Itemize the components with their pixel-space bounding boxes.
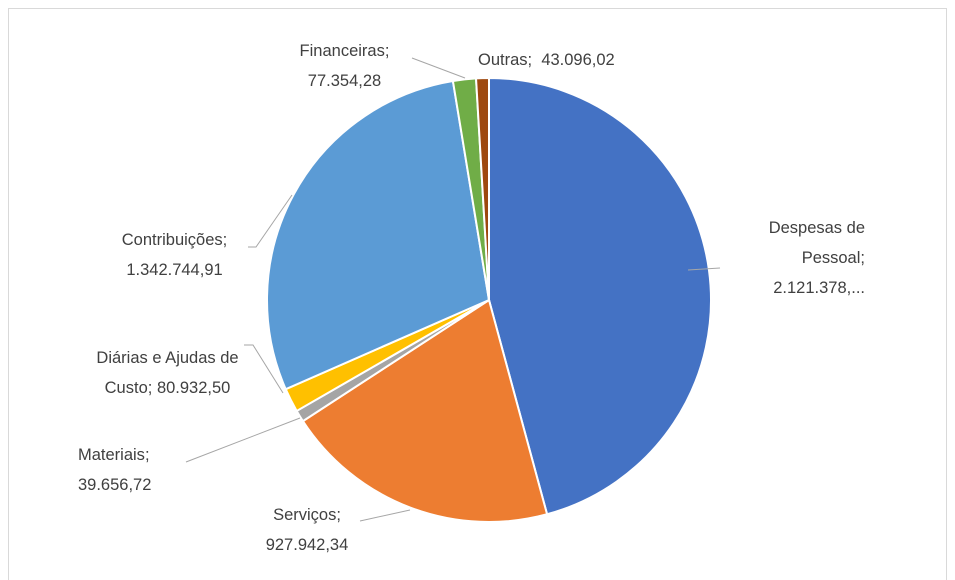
data-label: Despesas de Pessoal; 2.121.378,... xyxy=(730,213,865,303)
leader-line xyxy=(687,267,721,271)
leader-line xyxy=(411,57,466,79)
leader-line xyxy=(244,344,284,394)
value-label: 927.942,34 xyxy=(265,536,349,554)
pie-slice xyxy=(488,76,712,516)
label-separator: ; xyxy=(527,51,533,69)
category-name: Materiais xyxy=(78,446,145,464)
value-label: 39.656,72 xyxy=(78,476,152,494)
value-label: 80.932,50 xyxy=(156,379,231,397)
value-label: 2.121.378,... xyxy=(773,279,865,297)
label-separator: ; xyxy=(222,231,228,249)
leader-line xyxy=(248,194,293,248)
label-separator: ; xyxy=(147,379,153,397)
label-separator: ; xyxy=(384,42,390,60)
data-label: Materiais; 39.656,72 xyxy=(78,440,188,500)
label-separator: ; xyxy=(336,506,341,524)
category-name: Serviços xyxy=(273,506,337,524)
category-name: Despesas de Pessoal xyxy=(768,219,865,267)
value-label: 1.342.744,91 xyxy=(126,261,223,279)
label-separator: ; xyxy=(860,249,865,267)
leader-line xyxy=(185,417,301,463)
value-label: 77.354,28 xyxy=(307,72,382,90)
data-label: Contribuições; 1.342.744,91 xyxy=(92,225,257,285)
data-label: Serviços; 927.942,34 xyxy=(232,500,382,560)
value-label: 43.096,02 xyxy=(541,51,615,69)
pie-slice xyxy=(266,79,491,391)
data-label: Outras; 43.096,02 xyxy=(478,45,678,75)
chart-frame xyxy=(8,8,947,580)
category-name: Outras xyxy=(478,51,528,69)
pie-slice xyxy=(474,76,490,301)
category-name: Financeiras xyxy=(299,42,385,60)
leader-line xyxy=(359,509,411,522)
data-label: Diárias e Ajudas de Custo; 80.932,50 xyxy=(80,343,255,403)
data-label: Financeiras; 77.354,28 xyxy=(282,36,407,96)
pie-slice xyxy=(301,298,549,523)
label-separator: ; xyxy=(144,446,150,464)
category-name: Contribuições xyxy=(121,231,223,249)
category-name: Diárias e Ajudas de Custo xyxy=(96,349,239,397)
